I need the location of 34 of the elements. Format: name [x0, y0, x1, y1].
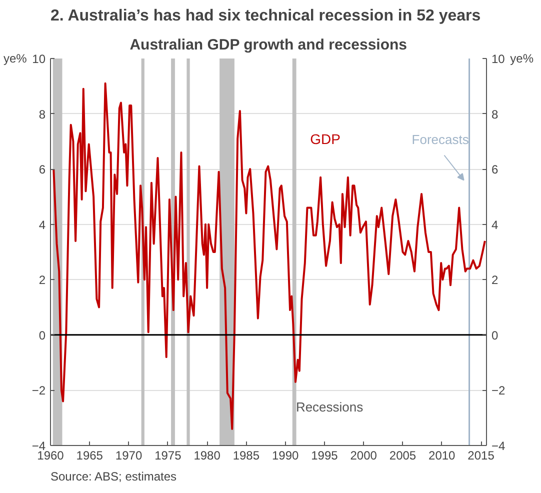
x-tick-label: 2005	[389, 448, 416, 462]
y-tick-label: 4	[38, 218, 46, 232]
y2-tick-label: 4	[492, 218, 498, 232]
y-tick-label: 0	[38, 328, 46, 342]
annotation: Recessions	[296, 400, 364, 415]
y-tick-label: 10	[32, 52, 46, 66]
y-axis-title: ye%	[3, 52, 28, 66]
x-tick-label: 1990	[272, 448, 300, 462]
source-note: Source: ABS; estimates	[50, 470, 177, 484]
x-tick-label: 2000	[350, 448, 378, 462]
x-tick-label: 1970	[115, 448, 142, 462]
x-tick-label: 1995	[311, 448, 338, 462]
chart-subtitle: Australian GDP growth and recessions	[130, 36, 408, 54]
y2-tick-label: 6	[492, 162, 498, 177]
y-tick-label: 6	[38, 162, 46, 177]
chart-title: 2. Australia’s has had six technical recession in 52 years	[50, 8, 481, 24]
x-tick-label: 2010	[428, 448, 456, 462]
y2-axis-title: ye%	[510, 52, 534, 66]
line-series	[52, 82, 486, 430]
x-tick-label: 1965	[76, 448, 104, 462]
x-tick-label: 1985	[232, 448, 260, 462]
y-tick-label: 8	[38, 107, 46, 122]
y-tick-label: 2	[38, 273, 46, 288]
y2-tick-label: 10	[492, 52, 506, 66]
y-tick-label: −2	[32, 384, 46, 398]
text: GDP	[310, 130, 340, 147]
x-tick-label: 1975	[154, 448, 182, 462]
ref-line-label: Forecasts	[412, 132, 470, 147]
y2-tick-label: 2	[492, 273, 498, 288]
x-tick-label: 1980	[194, 448, 221, 462]
y2-tick-label: −2	[492, 384, 506, 398]
y2-tick-label: 8	[492, 107, 498, 122]
y2-tick-label: 0	[492, 328, 498, 342]
x-tick-label: 1960	[37, 448, 64, 462]
